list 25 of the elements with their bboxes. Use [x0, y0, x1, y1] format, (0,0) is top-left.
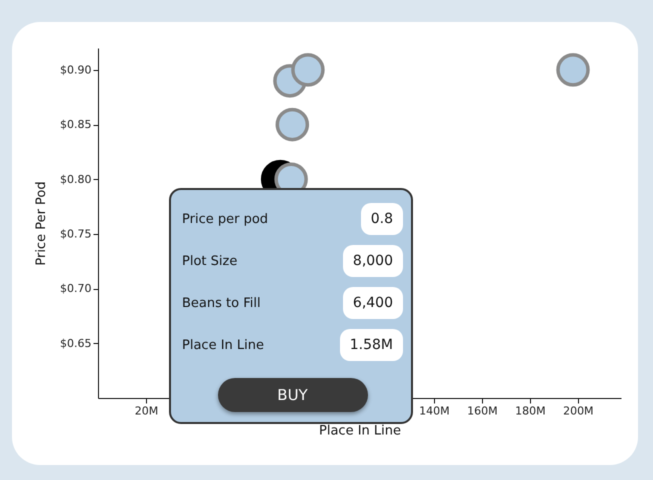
annotation: 6,400: [342, 287, 403, 319]
x-axis-title: Place In Line: [319, 424, 401, 438]
y-tick-label: $0.75: [60, 227, 92, 240]
y-tick-label: $0.90: [60, 63, 92, 76]
x-tick-label: 160M: [467, 404, 498, 418]
annotation: 0.8: [360, 203, 403, 235]
y-tick-label: $0.80: [60, 172, 92, 186]
point: [556, 53, 590, 87]
x-tick-label: 200M: [563, 404, 594, 418]
y-tick-label: $0.70: [60, 282, 92, 296]
annotation: Price per pod: [182, 212, 268, 226]
point: [291, 53, 325, 87]
x-tick-label: 140M: [419, 404, 450, 418]
annotation: Beans to Fill: [182, 296, 261, 310]
y-tick-label: $0.65: [60, 336, 92, 350]
annotation: Plot Size: [182, 254, 238, 268]
x-tick-label: 20M: [134, 404, 158, 418]
y-axis-title: Price Per Pod: [34, 181, 50, 266]
y-tick-label: $0.85: [60, 118, 92, 132]
point: [276, 108, 310, 142]
x-tick-label: 180M: [515, 404, 546, 418]
buy-button: BUY: [218, 378, 368, 412]
annotation: 8,000: [342, 245, 403, 277]
annotation: Place In Line: [182, 338, 264, 352]
annotation: 1.58M: [340, 329, 403, 361]
